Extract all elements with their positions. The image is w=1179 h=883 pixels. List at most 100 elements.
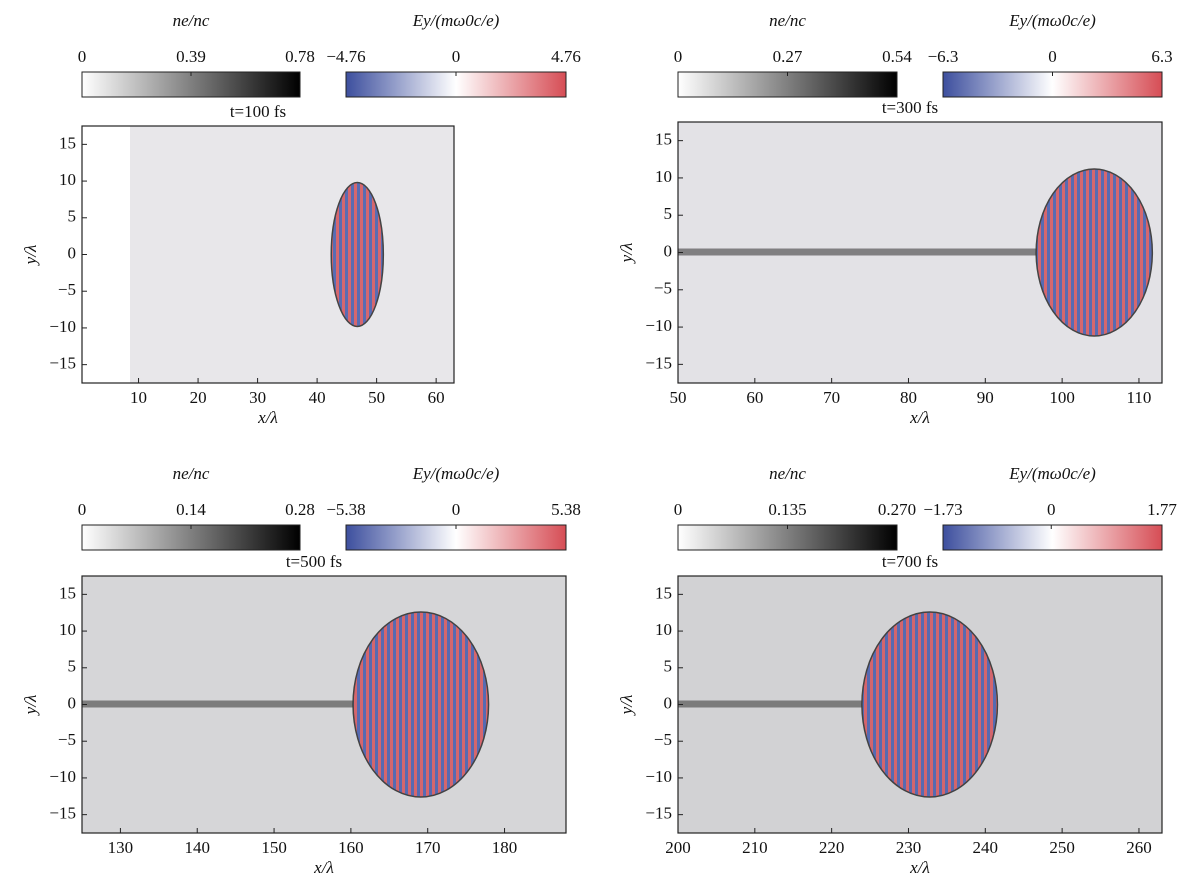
colorbar [677, 71, 898, 98]
colorbar-label: ne/nc [769, 464, 806, 483]
y-tick-label: −5 [654, 279, 672, 298]
colorbar-tick-label: −4.76 [326, 47, 365, 66]
colorbar-tick-label: 6.3 [1151, 47, 1172, 66]
x-axis-label: x/λ [909, 858, 930, 877]
x-tick-label: 200 [665, 838, 691, 857]
y-tick-label: −15 [645, 353, 672, 372]
x-axis-label: x/λ [909, 408, 930, 427]
y-tick-label: −10 [49, 317, 76, 336]
panel-title: t=300 fs [882, 98, 938, 117]
x-tick-label: 250 [1049, 838, 1075, 857]
colorbar-tick-label: 0.27 [773, 47, 803, 66]
colorbar [677, 524, 898, 551]
colorbar-tick-label: 0 [1048, 47, 1057, 66]
colorbar [81, 524, 301, 551]
y-axis-label: y/λ [21, 245, 40, 267]
colorbar-tick-label: 0.39 [176, 47, 206, 66]
y-tick-label: 0 [68, 693, 77, 712]
colorbar-tick-label: 0 [1047, 500, 1056, 519]
colorbar-tick-label: −1.73 [923, 500, 962, 519]
y-tick-label: −10 [645, 316, 672, 335]
x-tick-label: 60 [428, 388, 445, 407]
y-tick-label: −10 [49, 767, 76, 786]
y-axis-label: y/λ [617, 695, 636, 717]
colorbar-tick-label: 0.28 [285, 500, 315, 519]
plasma-cavity [352, 611, 490, 798]
x-tick-label: 160 [338, 838, 364, 857]
x-tick-label: 240 [973, 838, 999, 857]
colorbar-tick-label: 5.38 [551, 500, 581, 519]
x-tick-label: 60 [746, 388, 763, 407]
x-tick-label: 180 [492, 838, 518, 857]
y-tick-label: 5 [68, 657, 77, 676]
x-tick-label: 10 [130, 388, 147, 407]
y-tick-label: −5 [58, 730, 76, 749]
y-tick-label: 15 [59, 133, 76, 152]
colorbar-tick-label: 0 [674, 47, 683, 66]
colorbar-label: Ey/(mω0c/e) [1008, 11, 1096, 30]
y-tick-label: 5 [664, 204, 673, 223]
x-tick-label: 260 [1126, 838, 1152, 857]
colorbar-tick-label: −5.38 [326, 500, 365, 519]
x-axis-label: x/λ [257, 408, 278, 427]
colorbar-tick-label: 0 [78, 500, 87, 519]
y-tick-label: 10 [59, 170, 76, 189]
x-tick-label: 50 [368, 388, 385, 407]
y-axis-label: y/λ [617, 243, 636, 265]
colorbar-label: ne/nc [769, 11, 806, 30]
y-tick-label: 10 [655, 167, 672, 186]
y-tick-label: 0 [664, 241, 673, 260]
y-axis-label: y/λ [21, 695, 40, 717]
colorbar-tick-label: 1.77 [1147, 500, 1177, 519]
plasma-cavity [1035, 168, 1154, 337]
panel-title: t=100 fs [230, 102, 286, 121]
x-tick-label: 70 [823, 388, 840, 407]
colorbar [345, 524, 567, 551]
colorbar-tick-label: 0 [78, 47, 87, 66]
colorbar-label: Ey/(mω0c/e) [412, 464, 500, 483]
colorbar-tick-label: 0.270 [878, 500, 916, 519]
channel [678, 248, 1037, 256]
y-tick-label: −5 [654, 730, 672, 749]
colorbar-tick-label: 0.54 [882, 47, 912, 66]
colorbar-label: Ey/(mω0c/e) [1008, 464, 1096, 483]
y-tick-label: 5 [664, 657, 673, 676]
colorbar-tick-label: 0 [452, 500, 461, 519]
heatmap-area [82, 126, 454, 383]
y-tick-label: 10 [655, 620, 672, 639]
y-tick-label: −15 [49, 354, 76, 373]
x-tick-label: 230 [896, 838, 922, 857]
colorbar-tick-label: 0 [452, 47, 461, 66]
x-tick-label: 40 [309, 388, 326, 407]
colorbar-tick-label: −6.3 [928, 47, 959, 66]
y-tick-label: −5 [58, 280, 76, 299]
channel [82, 700, 354, 708]
x-tick-label: 100 [1049, 388, 1075, 407]
colorbar-label: ne/nc [173, 464, 210, 483]
x-axis-label: x/λ [313, 858, 334, 877]
colorbar-label: ne/nc [173, 11, 210, 30]
x-tick-label: 20 [190, 388, 207, 407]
x-tick-label: 90 [977, 388, 994, 407]
y-tick-label: 15 [59, 583, 76, 602]
x-tick-label: 220 [819, 838, 845, 857]
y-tick-label: 10 [59, 620, 76, 639]
y-tick-label: 15 [655, 130, 672, 149]
colorbar-tick-label: 0.78 [285, 47, 315, 66]
colorbar [942, 524, 1163, 551]
y-tick-label: 0 [68, 243, 77, 262]
colorbar-tick-label: 4.76 [551, 47, 581, 66]
panel-title: t=700 fs [882, 552, 938, 571]
channel [678, 700, 862, 708]
y-tick-label: 0 [664, 693, 673, 712]
colorbar-tick-label: 0.135 [768, 500, 806, 519]
x-tick-label: 140 [184, 838, 210, 857]
plasma-cavity [861, 611, 999, 798]
x-tick-label: 210 [742, 838, 768, 857]
panel-title: t=500 fs [286, 552, 342, 571]
x-tick-label: 80 [900, 388, 917, 407]
x-tick-label: 30 [249, 388, 266, 407]
colorbar-tick-label: 0.14 [176, 500, 206, 519]
x-tick-label: 130 [108, 838, 134, 857]
